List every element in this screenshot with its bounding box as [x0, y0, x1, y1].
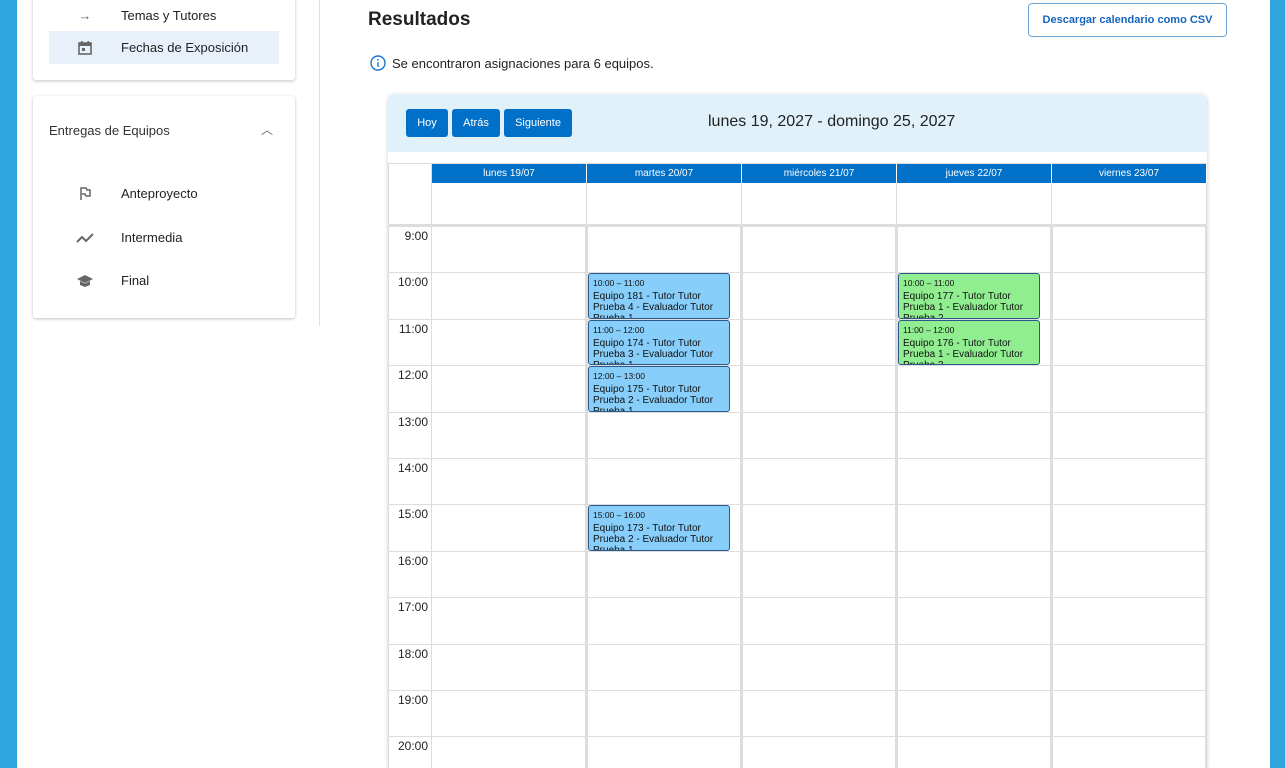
time-label: 9:00	[404, 229, 428, 243]
day-header: viernes 23/07	[1052, 164, 1207, 183]
calendar-event[interactable]: 10:00 – 11:00 Equipo 181 - Tutor Tutor Pr…	[588, 273, 730, 319]
calendar-toolbar: Hoy Atrás Siguiente lunes 19, 2027 - dom…	[388, 94, 1207, 152]
event-title: Equipo 181 - Tutor Tutor Prueba 4 - Eval…	[593, 291, 714, 317]
date-range-label: lunes 19, 2027 - domingo 25, 2027	[708, 113, 956, 130]
section-title: Entregas de Equipos	[49, 123, 170, 138]
sidebar-item-final[interactable]: Final	[49, 259, 279, 302]
entregas-card: Entregas de Equipos ︿ Anteproyecto Inter…	[33, 96, 295, 318]
time-label: 13:00	[397, 414, 428, 429]
event-time: 15:00 – 16:00	[593, 510, 645, 521]
time-label: 20:00	[397, 739, 428, 754]
info-message: Se encontraron asignaciones para 6 equip…	[370, 55, 654, 71]
page-title: Resultados	[368, 9, 471, 30]
time-label: 10:00	[397, 275, 428, 290]
event-title: Equipo 174 - Tutor Tutor Prueba 3 - Eval…	[593, 337, 714, 364]
calendar-event[interactable]: 10:00 – 11:00 Equipo 177 - Tutor Tutor Pr…	[898, 273, 1040, 319]
time-label: 14:00	[397, 461, 428, 475]
calendar-event[interactable]: 15:00 – 16:00 Equipo 173 - Tutor Tutor Pr…	[588, 505, 730, 551]
event-title: Equipo 176 - Tutor Tutor Prueba 1 - Eval…	[903, 337, 1024, 364]
day-header: miércoles 21/07	[742, 164, 897, 183]
day-header: martes 20/07	[587, 164, 742, 183]
trending-icon	[49, 232, 121, 243]
sidebar-item-temas-tutores[interactable]: → Temas y Tutores	[49, 0, 279, 30]
calendar-icon	[49, 40, 121, 56]
event-title: Equipo 177 - Tutor Tutor Prueba 1 - Eval…	[903, 291, 1024, 317]
time-label: 19:00	[397, 693, 428, 707]
day-header: jueves 22/07	[897, 164, 1052, 183]
time-label: 15:00	[397, 507, 428, 522]
sidebar-item-anteproyecto[interactable]: Anteproyecto	[49, 172, 279, 215]
event-time: 11:00 – 12:00	[903, 324, 955, 335]
event-title: Equipo 173 - Tutor Tutor Prueba 2 - Eval…	[593, 523, 714, 549]
back-button[interactable]: Atrás	[452, 109, 500, 137]
calendar-event[interactable]: 11:00 – 12:00 Equipo 176 - Tutor Tutor Pr…	[898, 319, 1040, 366]
event-title: Equipo 175 - Tutor Tutor Prueba 2 - Eval…	[593, 384, 714, 410]
next-button[interactable]: Siguiente	[504, 109, 572, 137]
event-time: 10:00 – 11:00	[903, 278, 955, 289]
time-label: 17:00	[397, 600, 428, 615]
flag-icon	[49, 186, 121, 201]
divider	[319, 0, 320, 326]
event-time: 11:00 – 12:00	[593, 324, 645, 335]
time-label: 12:00	[397, 368, 428, 383]
sidebar-item-fechas-exposicion[interactable]: Fechas de Exposición	[49, 31, 279, 64]
calendar: Hoy Atrás Siguiente lunes 19, 2027 - dom…	[388, 94, 1207, 768]
time-label: 16:00	[397, 553, 428, 568]
sidebar-item-intermedia[interactable]: Intermedia	[49, 216, 279, 259]
today-button[interactable]: Hoy	[406, 109, 448, 137]
event-time: 10:00 – 11:00	[593, 278, 645, 289]
calendar-event[interactable]: 11:00 – 12:00 Equipo 174 - Tutor Tutor Pr…	[588, 319, 730, 366]
chevron-up-icon[interactable]: ︿	[261, 123, 274, 137]
time-label: 11:00	[398, 321, 428, 336]
nav-card: → Temas y Tutores Fechas de Exposición	[33, 0, 295, 80]
arrow-icon: →	[78, 7, 92, 23]
day-header: lunes 19/07	[432, 164, 587, 183]
calendar-event[interactable]: 12:00 – 13:00 Equipo 175 - Tutor Tutor Pr…	[588, 366, 730, 412]
event-time: 12:00 – 13:00	[593, 371, 645, 382]
school-icon	[49, 274, 121, 288]
download-csv-button[interactable]: Descargar calendario como CSV	[1028, 3, 1227, 37]
time-label: 18:00	[397, 646, 428, 661]
info-icon	[370, 55, 386, 71]
